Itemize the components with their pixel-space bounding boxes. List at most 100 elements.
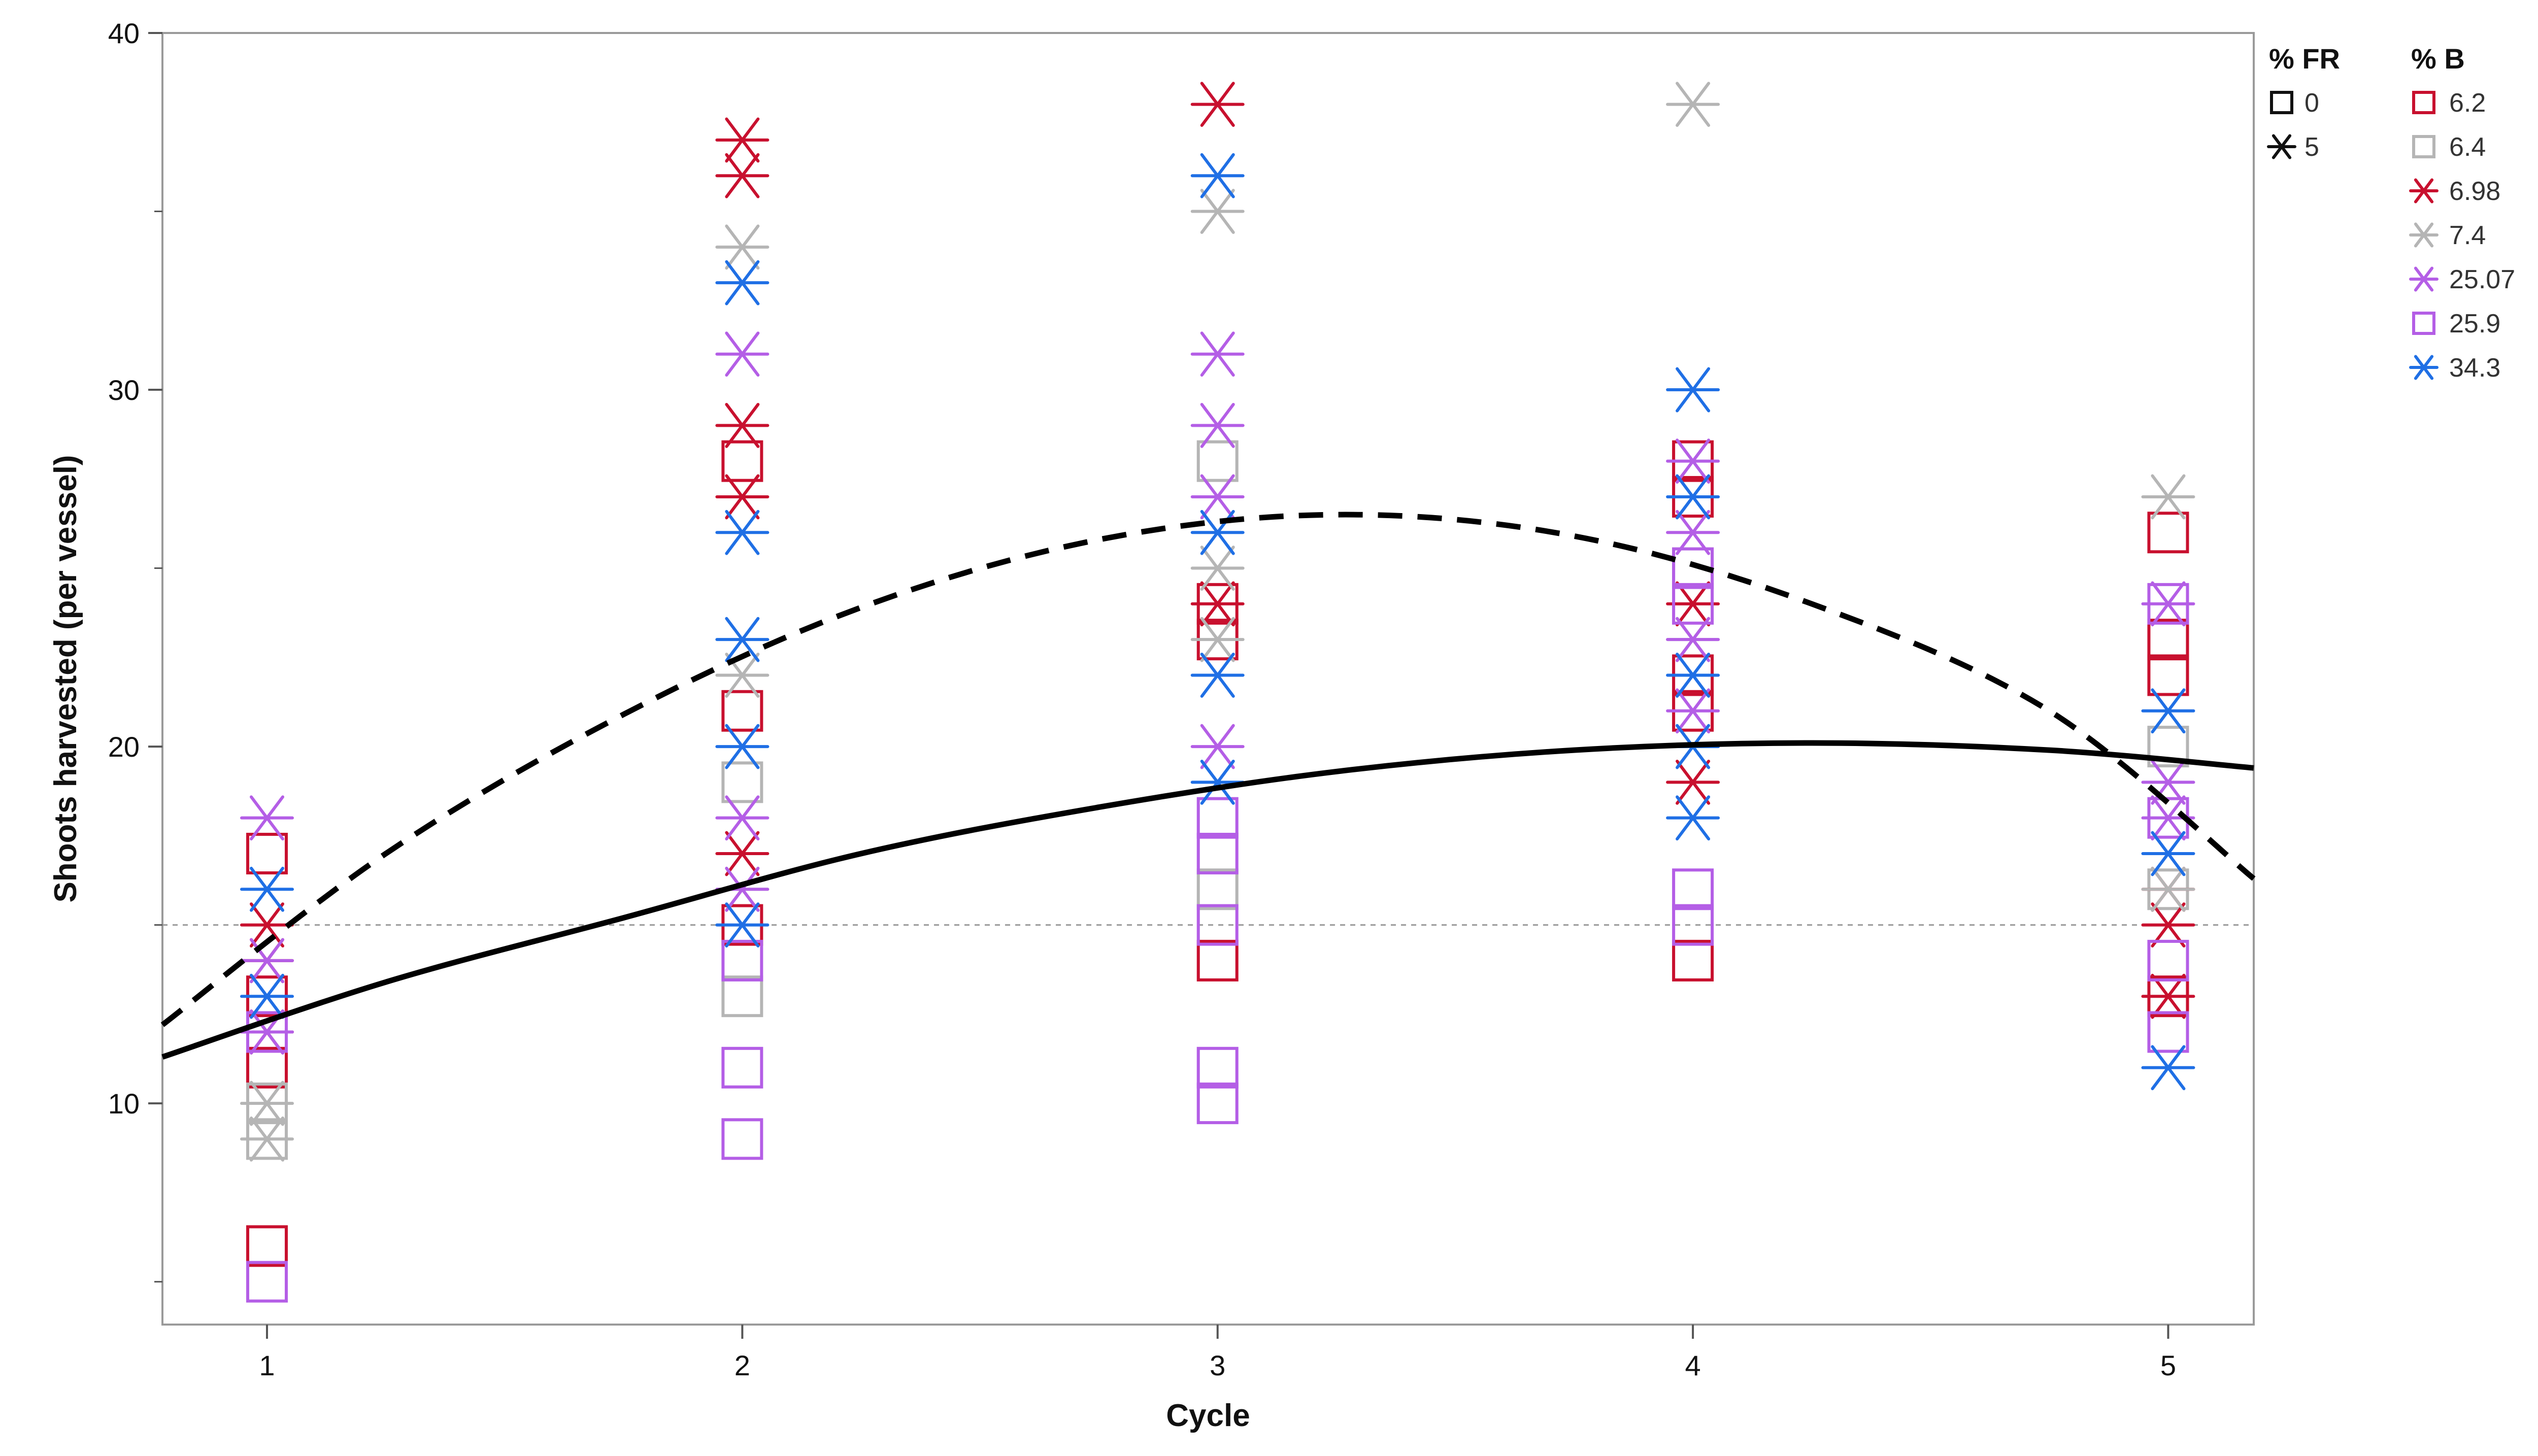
data-point bbox=[1666, 759, 1720, 805]
legend-b-items: 6.2 6.4 6.98 7.4 25.07 25.9 34.3 bbox=[2409, 88, 2515, 383]
data-point bbox=[2141, 902, 2195, 947]
legend-b-label: 25.07 bbox=[2449, 265, 2515, 294]
data-point bbox=[240, 1080, 294, 1126]
data-point bbox=[1190, 653, 1245, 698]
data-point bbox=[715, 224, 770, 270]
data-point bbox=[240, 973, 294, 1019]
fit-lines bbox=[160, 512, 2256, 1060]
data-point bbox=[715, 474, 770, 520]
data-point bbox=[2141, 1045, 2195, 1091]
data-point bbox=[1666, 795, 1720, 841]
data-point bbox=[721, 975, 763, 1018]
data-point bbox=[1190, 617, 1245, 662]
data-point bbox=[240, 902, 294, 947]
y-tick-label: 20 bbox=[108, 731, 140, 763]
data-point bbox=[1190, 546, 1245, 591]
data-point bbox=[1666, 617, 1720, 662]
data-point bbox=[715, 510, 770, 555]
data-point bbox=[2147, 939, 2189, 981]
data-point bbox=[1190, 724, 1245, 769]
data-point bbox=[2141, 474, 2195, 520]
data-point bbox=[715, 402, 770, 448]
legend-b-label: 34.3 bbox=[2449, 353, 2500, 383]
x-axis-title: Cycle bbox=[1166, 1398, 1250, 1433]
legend-b-title: % B bbox=[2411, 43, 2465, 75]
legend-fr-items: 05 bbox=[2267, 88, 2319, 162]
data-point bbox=[2147, 619, 2189, 661]
legend-b-label: 25.9 bbox=[2449, 309, 2500, 338]
legend-b-label: 7.4 bbox=[2449, 221, 2486, 250]
data-point bbox=[1190, 581, 1245, 627]
data-point bbox=[715, 902, 770, 947]
plot-area-border bbox=[161, 32, 2255, 1326]
data-point bbox=[1190, 82, 1245, 127]
data-point bbox=[1190, 153, 1245, 198]
legend-b-marker bbox=[2409, 355, 2439, 380]
data-point bbox=[1196, 440, 1239, 482]
legend-b-marker bbox=[2412, 91, 2435, 114]
data-point bbox=[2147, 583, 2189, 625]
data-point bbox=[1196, 868, 1239, 910]
y-axis: 10 20 30 40 bbox=[108, 17, 162, 1283]
data-point bbox=[2141, 831, 2195, 876]
data-point bbox=[2147, 512, 2189, 554]
data-point bbox=[2147, 726, 2189, 768]
data-point bbox=[2141, 581, 2195, 627]
data-point bbox=[1196, 832, 1239, 874]
data-point bbox=[240, 866, 294, 912]
data-point bbox=[715, 653, 770, 698]
data-point bbox=[1190, 402, 1245, 448]
legend-fr-title: % FR bbox=[2269, 43, 2340, 75]
data-point bbox=[240, 795, 294, 841]
data-point bbox=[715, 831, 770, 876]
data-point bbox=[721, 690, 763, 732]
y-tick-label: 10 bbox=[108, 1088, 140, 1120]
x-tick-label: 5 bbox=[2160, 1349, 2176, 1381]
data-points bbox=[240, 82, 2195, 1303]
legend-b-marker bbox=[2412, 135, 2435, 158]
legend-b-label: 6.4 bbox=[2449, 132, 2486, 162]
data-point bbox=[1666, 474, 1720, 520]
data-point bbox=[246, 1046, 288, 1089]
data-point bbox=[715, 117, 770, 163]
data-point bbox=[1190, 474, 1245, 520]
legend-fr-label: 5 bbox=[2305, 132, 2319, 162]
data-point bbox=[246, 1011, 288, 1053]
data-point bbox=[2141, 866, 2195, 912]
data-point bbox=[715, 795, 770, 841]
series-6-2 bbox=[246, 440, 2189, 1267]
data-point bbox=[715, 617, 770, 662]
data-point bbox=[1196, 797, 1239, 839]
fit-line-dashed bbox=[160, 512, 2256, 1027]
data-point bbox=[1666, 82, 1720, 127]
data-point bbox=[721, 440, 763, 482]
plot-frame bbox=[161, 32, 2255, 1326]
data-point bbox=[1672, 583, 1714, 625]
data-point bbox=[2147, 1011, 2189, 1053]
data-point bbox=[1666, 688, 1720, 734]
data-point bbox=[1666, 367, 1720, 413]
data-point bbox=[1666, 510, 1720, 555]
legend-fr-label: 0 bbox=[2305, 88, 2319, 118]
data-point bbox=[721, 761, 763, 803]
data-point bbox=[2147, 654, 2189, 696]
data-point bbox=[1672, 904, 1714, 946]
data-point bbox=[715, 260, 770, 306]
y-axis-title: Shoots harvested (per vessel) bbox=[48, 455, 83, 902]
data-point bbox=[246, 1261, 288, 1303]
data-point bbox=[1196, 1082, 1239, 1125]
data-point bbox=[2141, 688, 2195, 734]
data-point bbox=[1196, 939, 1239, 981]
legend-b-label: 6.98 bbox=[2449, 177, 2500, 206]
data-point bbox=[246, 832, 288, 874]
series-25-07 bbox=[240, 331, 2195, 1055]
data-point bbox=[715, 153, 770, 198]
data-point bbox=[1666, 581, 1720, 627]
data-point bbox=[2141, 973, 2195, 1019]
data-point bbox=[721, 1046, 763, 1089]
data-point bbox=[1190, 189, 1245, 234]
legend-b-marker bbox=[2412, 312, 2435, 335]
data-point bbox=[246, 1225, 288, 1267]
x-tick-label: 4 bbox=[1685, 1349, 1701, 1381]
